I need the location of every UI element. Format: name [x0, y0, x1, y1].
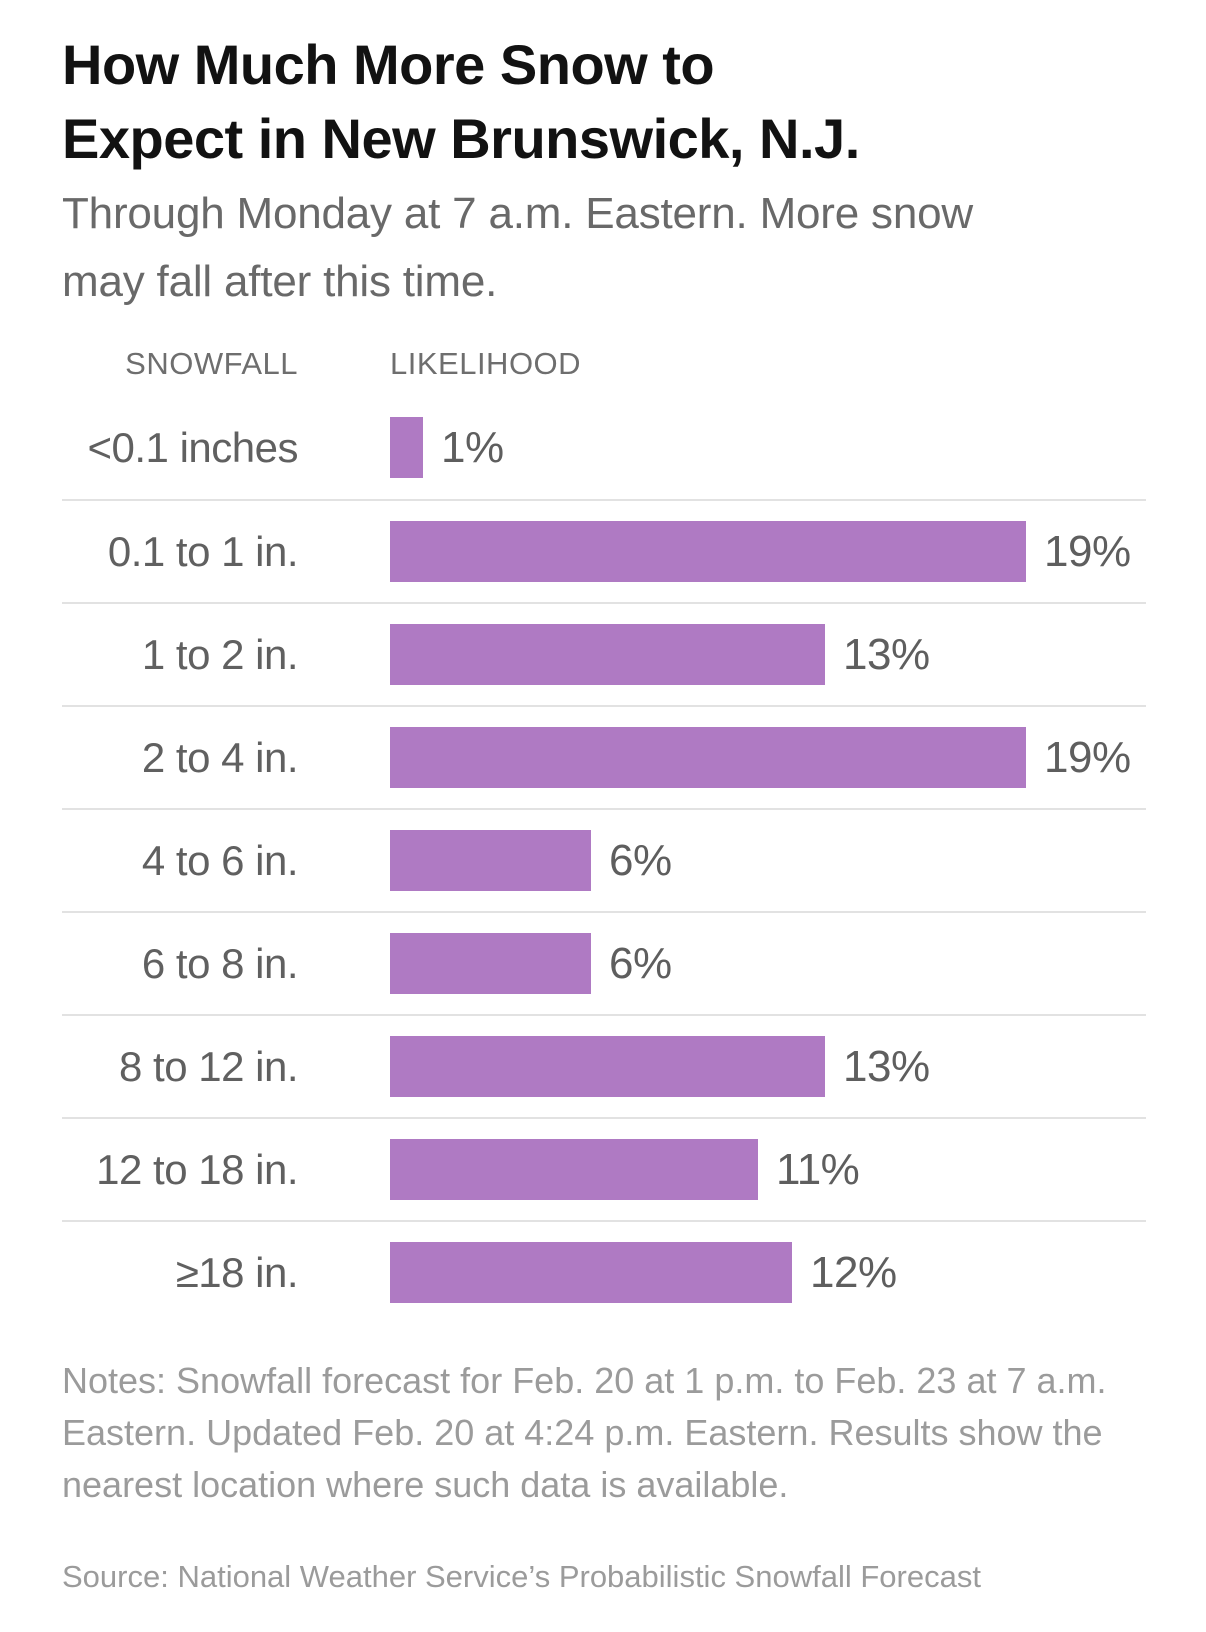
value-label: 6%: [609, 835, 672, 885]
chart-source: Source: National Weather Service’s Proba…: [62, 1559, 981, 1594]
value-label: 1%: [441, 422, 504, 472]
value-label: 13%: [843, 629, 930, 679]
chart-subtitle: Through Monday at 7 a.m. Eastern. More s…: [62, 189, 973, 306]
likelihood-bar: [390, 1139, 758, 1200]
value-label: 19%: [1044, 732, 1131, 782]
column-header-likelihood: LIKELIHOOD: [390, 346, 582, 381]
table-row: 1 to 2 in. 13%: [62, 602, 1146, 705]
table-row: 0.1 to 1 in. 19%: [62, 499, 1146, 602]
table-row: 6 to 8 in. 6%: [62, 911, 1146, 1014]
value-label: 6%: [609, 938, 672, 988]
likelihood-bar: [390, 933, 591, 994]
likelihood-bar: [390, 830, 591, 891]
table-row: 12 to 18 in. 11%: [62, 1117, 1146, 1220]
table-row: 8 to 12 in. 13%: [62, 1014, 1146, 1117]
bar-cell: 6%: [390, 830, 1146, 891]
row-label: 4 to 6 in.: [141, 836, 299, 884]
row-label: <0.1 inches: [87, 423, 299, 471]
value-label: 12%: [810, 1247, 897, 1297]
bar-cell: 6%: [390, 933, 1146, 994]
table-row: 4 to 6 in. 6%: [62, 808, 1146, 911]
row-label: 6 to 8 in.: [141, 939, 299, 987]
likelihood-bar: [390, 521, 1026, 582]
bar-cell: 13%: [390, 1036, 1146, 1097]
row-label: 2 to 4 in.: [141, 733, 299, 781]
table-row: ≥18 in. 12%: [62, 1220, 1146, 1323]
bar-cell: 12%: [390, 1242, 1146, 1303]
chart-rows: <0.1 inches 1% 0.1 to 1 in. 19% 1 to 2 i…: [62, 396, 1146, 1323]
bar-cell: 13%: [390, 624, 1146, 685]
bar-cell: 19%: [390, 521, 1146, 582]
likelihood-bar: [390, 417, 423, 478]
likelihood-bar: [390, 727, 1026, 788]
chart-notes: Notes: Snowfall forecast for Feb. 20 at …: [62, 1360, 1107, 1505]
table-row: <0.1 inches 1%: [62, 396, 1146, 499]
page-title: How Much More Snow to Expect in New Brun…: [62, 33, 860, 170]
bar-cell: 1%: [390, 417, 1146, 478]
row-label: 12 to 18 in.: [96, 1145, 298, 1193]
likelihood-bar: [390, 1242, 792, 1303]
value-label: 13%: [843, 1041, 930, 1091]
likelihood-bar: [390, 624, 825, 685]
bar-cell: 11%: [390, 1139, 1146, 1200]
value-label: 19%: [1044, 526, 1131, 576]
value-label: 11%: [776, 1144, 860, 1194]
row-label: 0.1 to 1 in.: [107, 527, 299, 575]
row-label: 1 to 2 in.: [141, 630, 299, 678]
column-header-snowfall: SNOWFALL: [125, 346, 298, 381]
column-headers: SNOWFALL LIKELIHOOD: [62, 346, 1146, 382]
row-label: ≥18 in.: [175, 1248, 299, 1296]
likelihood-bar: [390, 1036, 825, 1097]
row-label: 8 to 12 in.: [119, 1042, 298, 1090]
bar-cell: 19%: [390, 727, 1146, 788]
table-row: 2 to 4 in. 19%: [62, 705, 1146, 808]
